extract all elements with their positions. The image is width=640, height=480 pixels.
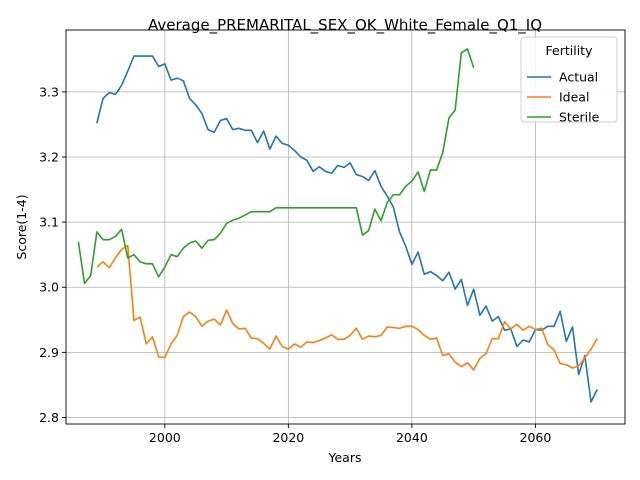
legend-items: Actual Ideal Sterile — [527, 70, 600, 125]
series-line-sterile — [77, 48, 475, 285]
axis-ticks: 2000 2020 2040 2060 2.8 2.9 3.0 3.1 3.2 3.3 — [39, 84, 551, 445]
legend-box — [520, 36, 618, 123]
y-tick-label: 3.0 — [39, 280, 59, 295]
y-tick-label: 2.8 — [39, 410, 59, 425]
x-tick-label: 2040 — [396, 430, 428, 445]
y-tick-label: 3.3 — [39, 84, 59, 99]
y-tick-label: 3.1 — [39, 215, 59, 230]
legend-label-sterile: Sterile — [559, 110, 600, 125]
x-tick-label: 2020 — [272, 430, 304, 445]
legend-title: Fertility — [546, 43, 594, 58]
series-line-actual — [96, 55, 598, 403]
legend-label-actual: Actual — [559, 70, 598, 85]
series-lines — [77, 48, 598, 403]
series-line-ideal — [96, 244, 598, 371]
y-tick-label: 2.9 — [39, 345, 59, 360]
chart-title: Average_PREMARITAL_SEX_OK_White_Female_Q… — [148, 16, 542, 35]
plot-frame — [65, 29, 626, 425]
legend: Fertility Actual Ideal Sterile — [520, 36, 618, 125]
x-axis-title: Years — [328, 450, 362, 465]
legend-label-ideal: Ideal — [559, 90, 589, 105]
y-axis-title: Score(1-4) — [14, 194, 29, 259]
x-tick-label: 2000 — [149, 430, 181, 445]
y-tick-label: 3.2 — [39, 149, 59, 164]
x-tick-label: 2060 — [520, 430, 552, 445]
